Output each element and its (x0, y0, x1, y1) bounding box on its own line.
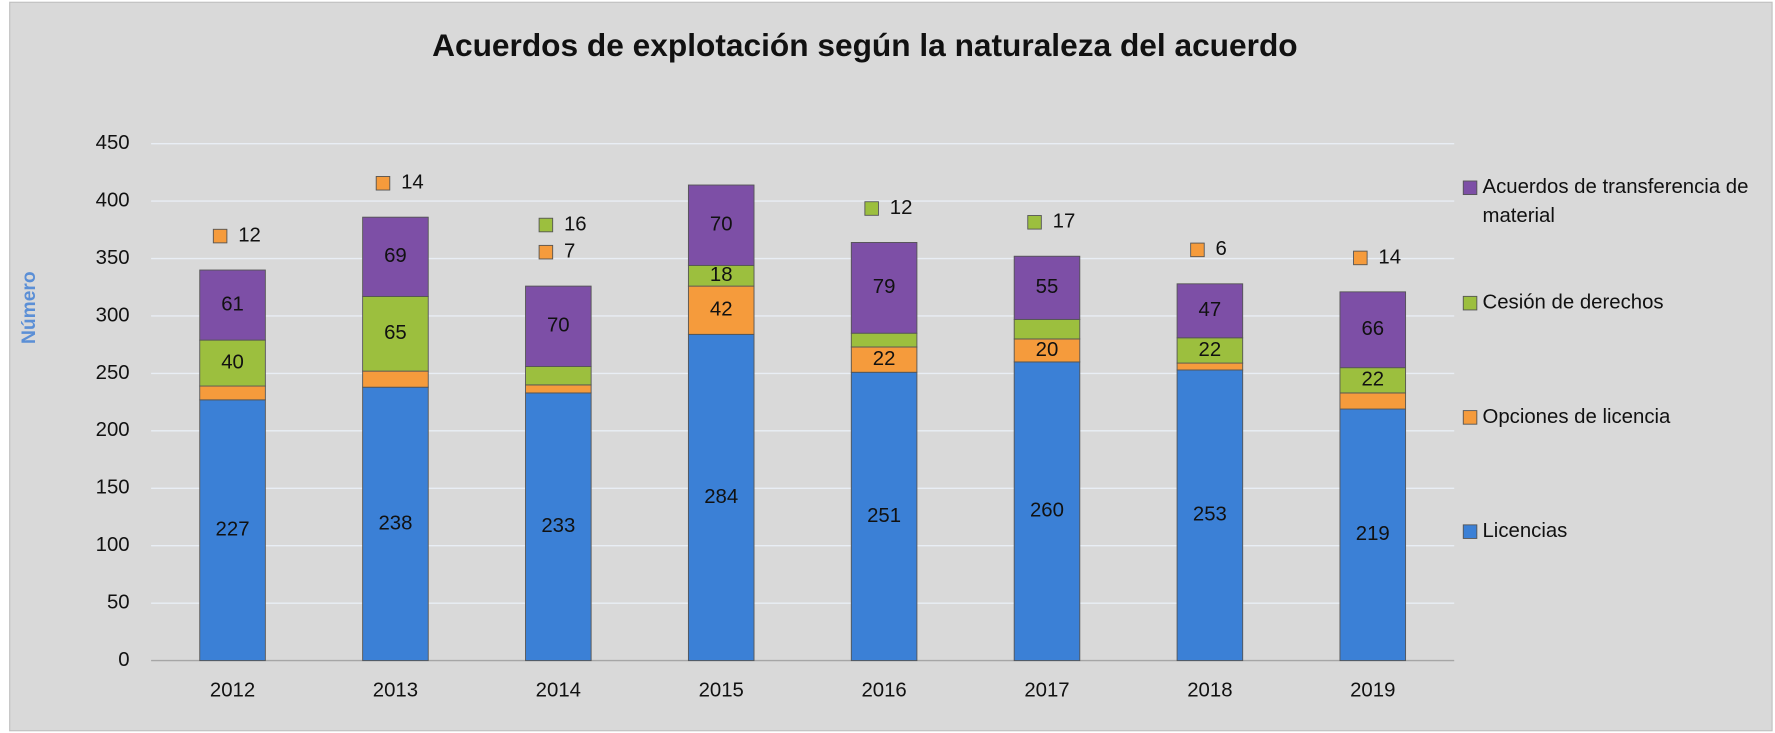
bar-segment (1176, 283, 1244, 339)
bar-segment (525, 285, 592, 367)
data-label: 238 (378, 512, 412, 534)
y-tick-label: 450 (96, 132, 130, 154)
y-axis-title: Número (19, 271, 40, 344)
bar-segment (850, 242, 918, 334)
bar-segment (199, 269, 266, 341)
legend-marker (1462, 180, 1478, 196)
data-label: 6 (1216, 238, 1227, 260)
data-label: 14 (1378, 246, 1401, 268)
bar-segment (525, 384, 592, 394)
bar-segment (687, 333, 755, 662)
bar-segment (850, 332, 918, 348)
legend-marker (1462, 410, 1478, 425)
data-label: 69 (384, 245, 407, 267)
y-tick-label: 400 (96, 189, 130, 211)
data-label: 227 (216, 519, 250, 541)
x-tick-label: 2014 (536, 680, 581, 702)
bar-segment (1013, 361, 1081, 662)
legend-marker (1462, 524, 1478, 539)
bar-segment (362, 216, 429, 297)
y-tick-label: 50 (107, 592, 130, 614)
data-label: 17 (1053, 211, 1076, 233)
data-label: 7 (564, 241, 575, 263)
bar-segment (850, 346, 918, 373)
data-label: 12 (238, 224, 261, 246)
data-label: 22 (1361, 369, 1384, 391)
data-label: 12 (890, 197, 913, 219)
bar-segment (199, 339, 266, 387)
label-marker (864, 201, 879, 216)
label-marker (538, 244, 554, 260)
x-tick-label: 2012 (210, 680, 255, 702)
bar-segment (687, 285, 755, 335)
data-label: 66 (1361, 318, 1384, 340)
label-marker (1190, 242, 1205, 258)
bar-segment (687, 184, 755, 266)
bar-segment (1176, 369, 1244, 662)
bar-segment (1176, 362, 1244, 371)
bar-segment (1013, 255, 1081, 320)
data-label: 65 (384, 322, 407, 344)
y-tick-label: 150 (96, 477, 130, 499)
x-tick-label: 2016 (861, 680, 906, 702)
data-label: 42 (710, 299, 733, 321)
bar-segment (362, 370, 429, 388)
bar-segment (525, 366, 592, 386)
data-label: 233 (541, 515, 575, 537)
data-label: 18 (710, 264, 733, 286)
bar-segment (850, 371, 918, 662)
y-tick-label: 100 (96, 534, 130, 556)
legend-marker (1462, 295, 1478, 311)
label-marker (538, 217, 554, 233)
data-label: 253 (1193, 504, 1227, 526)
x-tick-label: 2015 (699, 680, 744, 702)
y-tick-label: 200 (96, 419, 130, 441)
data-label: 20 (1036, 339, 1059, 361)
bar-segment (362, 386, 429, 662)
data-label: 284 (704, 486, 738, 508)
y-tick-label: 300 (96, 304, 130, 326)
data-label: 55 (1036, 276, 1059, 298)
x-tick-label: 2018 (1187, 680, 1232, 702)
bar-segment (1013, 318, 1081, 340)
bar-segment (1176, 337, 1244, 364)
data-label: 70 (710, 214, 733, 236)
legend-label: Opciones de licencia (1482, 406, 1671, 428)
x-tick-label: 2019 (1350, 680, 1395, 702)
data-label: 22 (1199, 339, 1222, 361)
x-tick-label: 2017 (1024, 680, 1069, 702)
bar-segment (1339, 392, 1407, 410)
bar-segment (1339, 291, 1407, 369)
legend-label: Acuerdos de transferencia de material (1482, 176, 1748, 227)
label-marker (1027, 215, 1042, 230)
data-label: 40 (221, 351, 244, 373)
label-marker (375, 176, 391, 191)
data-label: 61 (221, 293, 244, 315)
data-label: 70 (547, 315, 570, 337)
chart-title: Acuerdos de explotación según la natural… (432, 27, 1298, 63)
x-tick-label: 2013 (373, 680, 418, 702)
data-label: 251 (867, 505, 901, 527)
data-label: 14 (401, 172, 424, 194)
legend-label: Licencias (1482, 520, 1567, 542)
y-tick-label: 250 (96, 362, 130, 384)
data-label: 260 (1030, 500, 1064, 522)
bar-segment (525, 392, 592, 662)
data-label: 22 (873, 348, 896, 370)
bar-segment (362, 295, 429, 372)
data-label: 79 (873, 276, 896, 298)
data-label: 16 (564, 213, 587, 235)
y-tick-label: 0 (118, 649, 129, 671)
bar-segment (199, 385, 266, 401)
bar-segment (199, 399, 266, 662)
label-marker (1353, 250, 1368, 266)
y-tick-label: 350 (96, 247, 130, 269)
label-marker (212, 228, 228, 244)
data-label: 47 (1199, 299, 1222, 321)
data-label: 219 (1356, 523, 1390, 545)
legend-label: Cesión de derechos (1482, 292, 1663, 314)
bar-segment (1339, 408, 1407, 662)
